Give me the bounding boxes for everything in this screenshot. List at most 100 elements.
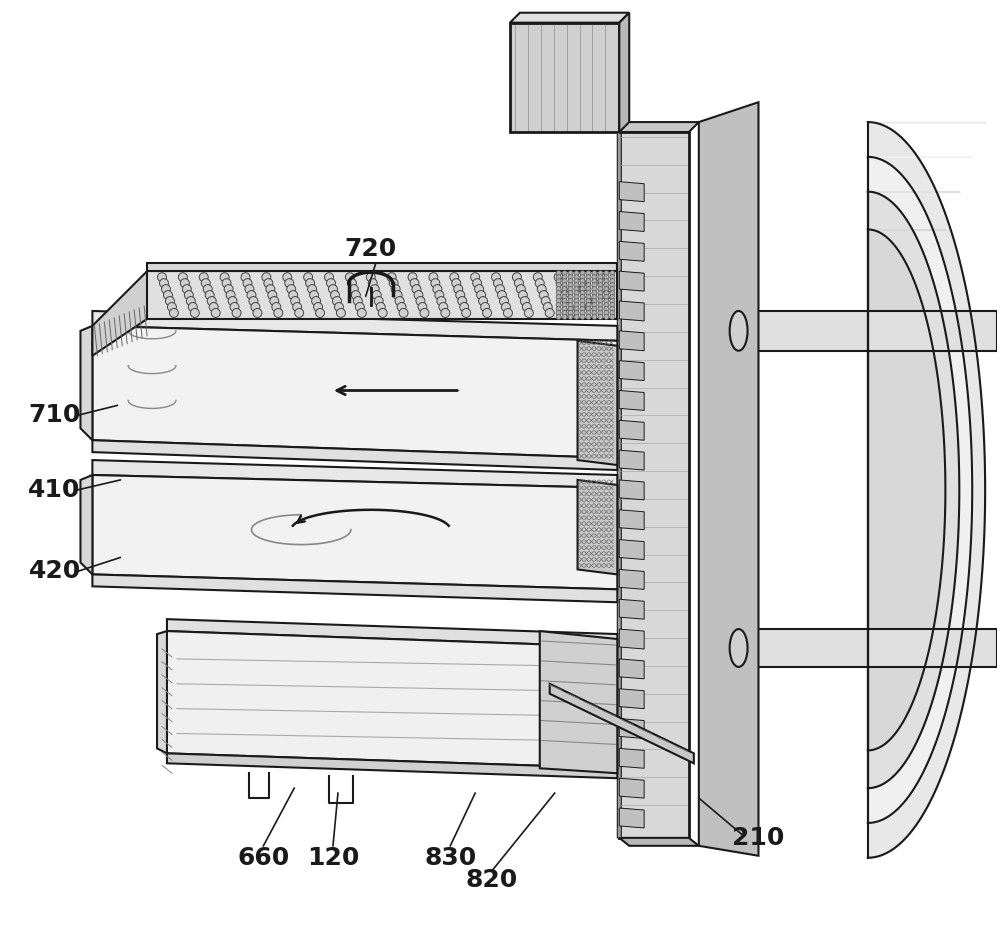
Circle shape — [592, 294, 597, 299]
Circle shape — [598, 291, 603, 295]
Circle shape — [574, 271, 579, 276]
Circle shape — [574, 294, 579, 299]
Circle shape — [460, 302, 469, 312]
Circle shape — [230, 302, 239, 312]
Circle shape — [556, 271, 561, 276]
Circle shape — [604, 311, 609, 315]
Circle shape — [610, 291, 615, 295]
Circle shape — [568, 311, 573, 315]
Circle shape — [592, 302, 597, 308]
Circle shape — [539, 291, 548, 299]
Circle shape — [556, 311, 561, 315]
Polygon shape — [619, 132, 689, 838]
Polygon shape — [157, 631, 167, 753]
Circle shape — [512, 273, 521, 281]
Circle shape — [568, 275, 573, 279]
Circle shape — [610, 302, 615, 308]
Circle shape — [268, 291, 277, 299]
Circle shape — [378, 309, 387, 317]
Circle shape — [295, 309, 304, 317]
Circle shape — [598, 271, 603, 276]
Circle shape — [592, 307, 597, 312]
Circle shape — [477, 291, 486, 299]
Circle shape — [314, 302, 323, 312]
Circle shape — [454, 285, 463, 294]
Circle shape — [431, 278, 440, 288]
Circle shape — [580, 283, 585, 288]
Circle shape — [586, 287, 591, 292]
Circle shape — [574, 302, 579, 308]
Circle shape — [604, 291, 609, 295]
Circle shape — [604, 307, 609, 312]
Circle shape — [439, 302, 448, 312]
Text: 660: 660 — [237, 846, 290, 870]
Polygon shape — [92, 326, 617, 458]
Circle shape — [604, 302, 609, 308]
Circle shape — [494, 278, 502, 288]
Circle shape — [604, 271, 609, 276]
Circle shape — [556, 298, 561, 303]
Circle shape — [562, 283, 567, 288]
Circle shape — [586, 298, 591, 303]
Circle shape — [224, 285, 233, 294]
Polygon shape — [147, 271, 617, 319]
Circle shape — [564, 302, 573, 312]
Circle shape — [568, 294, 573, 299]
Circle shape — [199, 273, 208, 281]
Circle shape — [581, 291, 590, 299]
Circle shape — [562, 287, 567, 292]
Circle shape — [533, 273, 542, 281]
Polygon shape — [619, 301, 644, 321]
Circle shape — [592, 314, 597, 319]
Circle shape — [574, 291, 579, 295]
Circle shape — [518, 291, 527, 299]
Circle shape — [285, 278, 294, 288]
Circle shape — [556, 294, 561, 299]
Polygon shape — [92, 440, 617, 470]
Circle shape — [336, 309, 345, 317]
Circle shape — [586, 314, 591, 319]
Circle shape — [598, 294, 603, 299]
Polygon shape — [92, 271, 147, 355]
Circle shape — [598, 275, 603, 279]
Circle shape — [604, 287, 609, 292]
Circle shape — [395, 296, 404, 306]
Polygon shape — [619, 599, 644, 619]
Polygon shape — [619, 480, 644, 500]
Polygon shape — [619, 540, 644, 560]
Circle shape — [592, 287, 597, 292]
Polygon shape — [619, 123, 699, 132]
Circle shape — [600, 285, 609, 294]
Polygon shape — [619, 749, 644, 769]
Circle shape — [462, 309, 471, 317]
Circle shape — [562, 275, 567, 279]
Polygon shape — [147, 263, 617, 271]
Circle shape — [598, 298, 603, 303]
Circle shape — [586, 307, 591, 312]
Circle shape — [562, 311, 567, 315]
Circle shape — [458, 296, 467, 306]
Circle shape — [556, 302, 561, 308]
Circle shape — [226, 291, 235, 299]
Circle shape — [580, 278, 585, 284]
Circle shape — [562, 307, 567, 312]
Circle shape — [520, 296, 529, 306]
Circle shape — [412, 285, 421, 294]
Circle shape — [568, 283, 573, 288]
Polygon shape — [619, 181, 644, 201]
Text: 710: 710 — [28, 404, 81, 428]
Circle shape — [376, 302, 385, 312]
Circle shape — [366, 273, 375, 281]
Circle shape — [408, 273, 417, 281]
Circle shape — [562, 291, 567, 295]
Text: 420: 420 — [28, 560, 81, 583]
Polygon shape — [510, 23, 619, 132]
Circle shape — [583, 296, 592, 306]
Circle shape — [247, 291, 256, 299]
Circle shape — [245, 285, 254, 294]
Circle shape — [580, 294, 585, 299]
Polygon shape — [619, 420, 644, 440]
Circle shape — [545, 309, 554, 317]
Circle shape — [370, 285, 379, 294]
Circle shape — [556, 314, 561, 319]
